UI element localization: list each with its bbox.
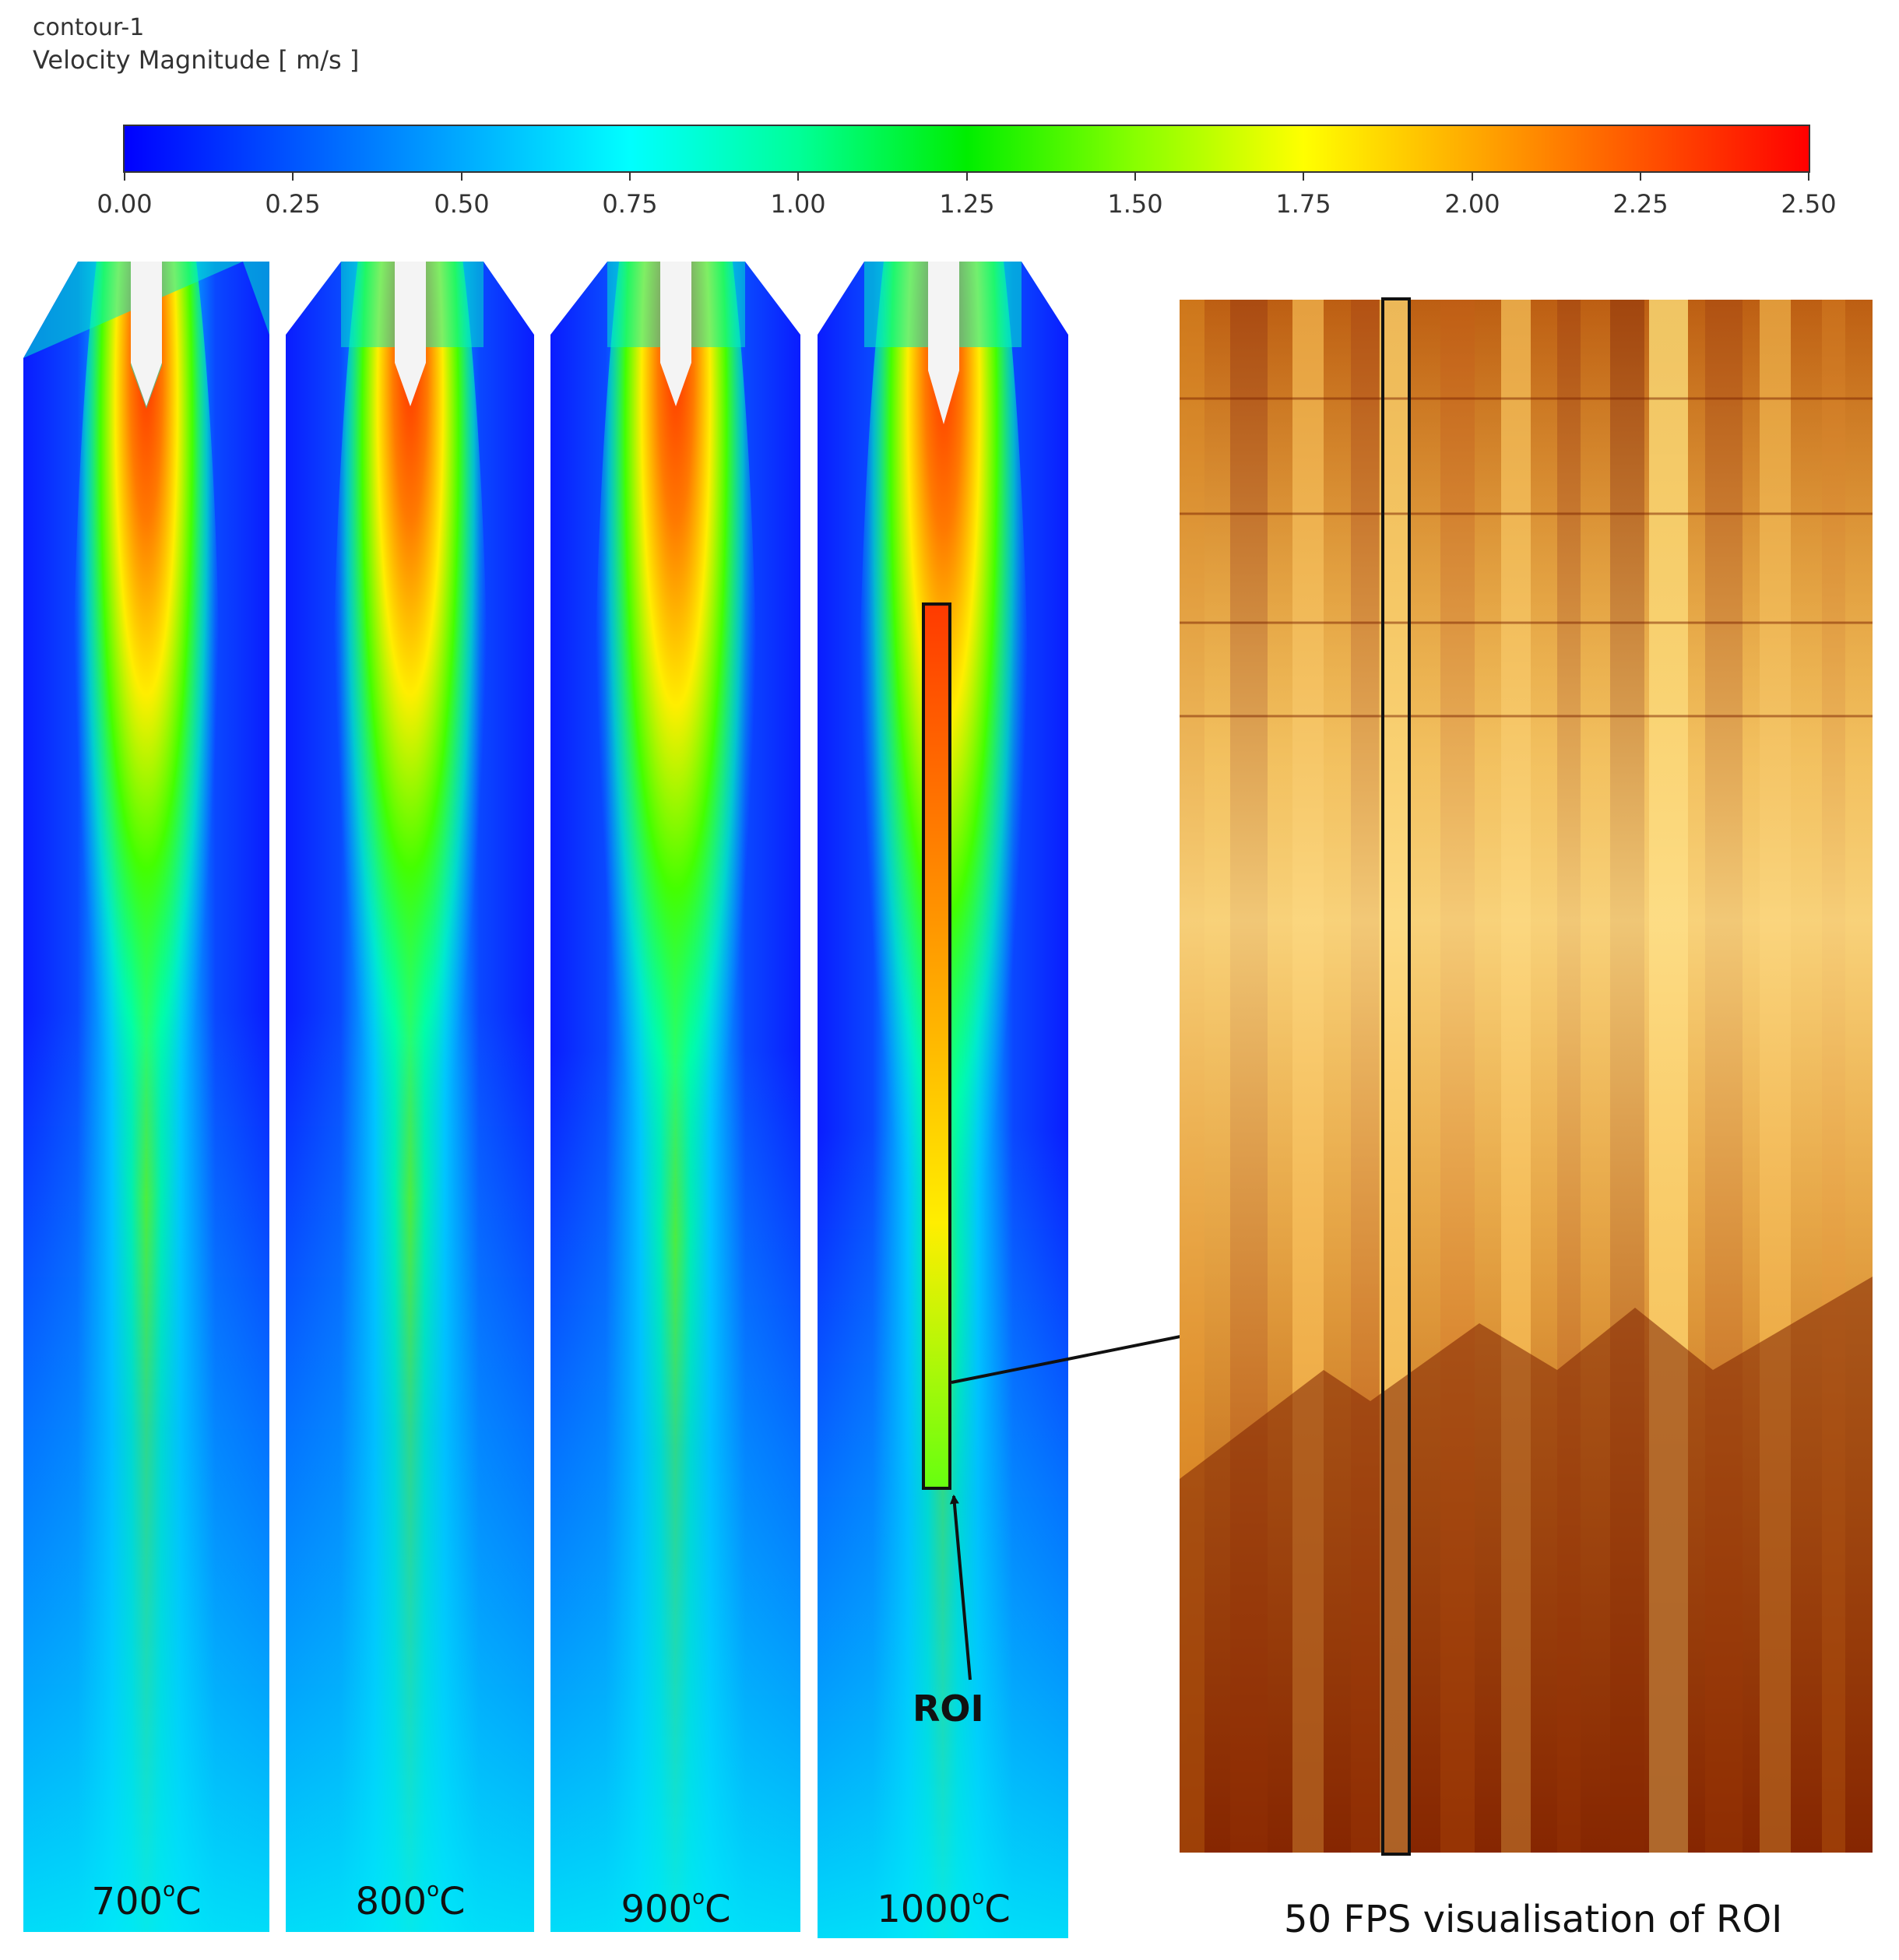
- cfd-panel-700: [23, 262, 269, 1932]
- colorbar-tick-mark: [966, 173, 968, 181]
- panel-temperature-label: 1000oC: [877, 1886, 1011, 1931]
- colorbar-tick-mark: [124, 173, 125, 181]
- colorbar-tick-mark: [292, 173, 294, 181]
- colorbar-tick-label: 0.25: [265, 189, 321, 219]
- colorbar: [123, 125, 1810, 173]
- colorbar-tick-mark: [797, 173, 799, 181]
- plot-title: contour-1: [33, 14, 145, 41]
- roi-visualisation-image: [1180, 300, 1873, 1853]
- colorbar-tick-mark: [629, 173, 631, 181]
- colorbar-tick-label: 0.50: [434, 189, 490, 219]
- panel-temperature-label: 800oC: [355, 1878, 466, 1923]
- roi-label: ROI: [913, 1688, 984, 1730]
- colorbar-tick-label: 1.00: [770, 189, 826, 219]
- roi-box: [922, 602, 951, 1490]
- colorbar-tick-mark: [1640, 173, 1641, 181]
- roi-box-fill: [923, 604, 950, 1488]
- roi-strip-marker: [1381, 297, 1411, 1856]
- roi-label-arrow: [949, 1495, 972, 1681]
- panel-temperature-label: 900oC: [621, 1886, 731, 1931]
- colorbar-tick-label: 1.25: [939, 189, 995, 219]
- cfd-panel-800: [286, 262, 534, 1932]
- colorbar-tick-mark: [1134, 173, 1136, 181]
- colorbar-tick-label: 1.50: [1107, 189, 1163, 219]
- visualisation-caption: 50 FPS visualisation of ROI: [1284, 1898, 1783, 1941]
- cfd-panel-900: [550, 262, 800, 1932]
- colorbar-tick-label: 2.00: [1444, 189, 1500, 219]
- colorbar-tick-label: 2.25: [1612, 189, 1669, 219]
- colorbar-tick-label: 0.00: [97, 189, 153, 219]
- quantity-label: Velocity Magnitude [ m/s ]: [33, 45, 360, 75]
- colorbar-tick-label: 2.50: [1781, 189, 1837, 219]
- colorbar-tick-mark: [461, 173, 462, 181]
- colorbar-tick-label: 0.75: [602, 189, 658, 219]
- colorbar-tick-label: 1.75: [1275, 189, 1331, 219]
- panel-temperature-label: 700oC: [91, 1878, 202, 1923]
- colorbar-tick-mark: [1808, 173, 1809, 181]
- colorbar-tick-mark: [1472, 173, 1473, 181]
- colorbar-tick-mark: [1303, 173, 1304, 181]
